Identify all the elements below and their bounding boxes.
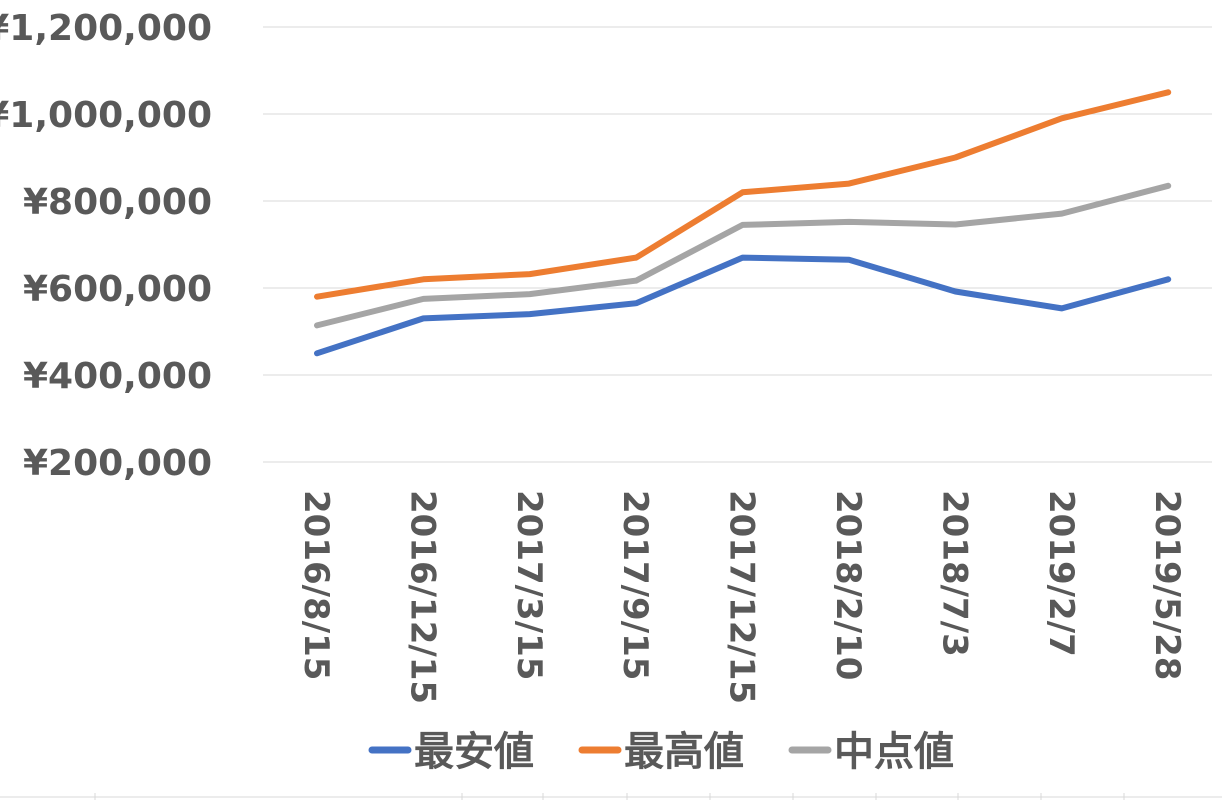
x-tick-label: 2019/5/28 <box>1147 490 1187 680</box>
x-tick-label: 2017/3/15 <box>509 490 549 680</box>
x-tick-label-group: 2016/12/15 <box>402 490 442 704</box>
series-lines <box>314 89 1172 357</box>
x-tick-label-group: 2017/3/15 <box>509 490 549 680</box>
y-tick-label: ¥800,000 <box>23 182 212 223</box>
y-tick-label: ¥1,000,000 <box>0 95 212 136</box>
series-line <box>314 254 1172 357</box>
x-tick-label-group: 2017/12/15 <box>722 490 762 704</box>
legend-label: 中点値 <box>834 729 954 775</box>
legend-item: 最安値 <box>368 729 534 775</box>
y-tick-label: ¥1,200,000 <box>0 8 212 49</box>
x-tick-label: 2016/12/15 <box>402 490 442 704</box>
x-tick-label-group: 2018/7/3 <box>934 490 974 657</box>
y-axis-tick-labels: ¥200,000 ¥400,000 ¥600,000 ¥800,000 ¥1,000,0… <box>0 8 212 484</box>
legend-label: 最高値 <box>624 729 744 775</box>
legend-item: 最高値 <box>578 729 744 775</box>
legend: 最安値 最高値 中点値 <box>368 729 954 775</box>
gridlines <box>263 26 1212 463</box>
x-tick-label: 2018/7/3 <box>934 490 974 657</box>
y-tick-label: ¥200,000 <box>23 443 212 484</box>
x-tick-label-group: 2018/2/10 <box>828 490 868 680</box>
x-tick-label: 2017/12/15 <box>722 490 762 704</box>
legend-item: 中点値 <box>788 729 954 775</box>
x-tick-label: 2017/9/15 <box>615 490 655 680</box>
y-tick-label: ¥400,000 <box>23 356 212 397</box>
x-tick-label-group: 2016/8/15 <box>296 490 336 680</box>
legend-label: 最安値 <box>414 729 534 775</box>
x-tick-label-group: 2019/2/7 <box>1041 490 1081 657</box>
x-tick-label: 2018/2/10 <box>828 490 868 680</box>
y-tick-label: ¥600,000 <box>23 269 212 310</box>
x-tick-label: 2019/2/7 <box>1041 490 1081 657</box>
x-tick-label: 2016/8/15 <box>296 490 336 680</box>
bottom-decoration <box>0 793 1222 800</box>
x-tick-label-group: 2017/9/15 <box>615 490 655 680</box>
x-axis-tick-labels: 2016/8/15 2016/12/15 2017/3/15 2017/9/15 201… <box>296 490 1187 704</box>
series-line <box>314 89 1172 300</box>
series-line <box>314 182 1172 329</box>
x-tick-label-group: 2019/5/28 <box>1147 490 1187 680</box>
